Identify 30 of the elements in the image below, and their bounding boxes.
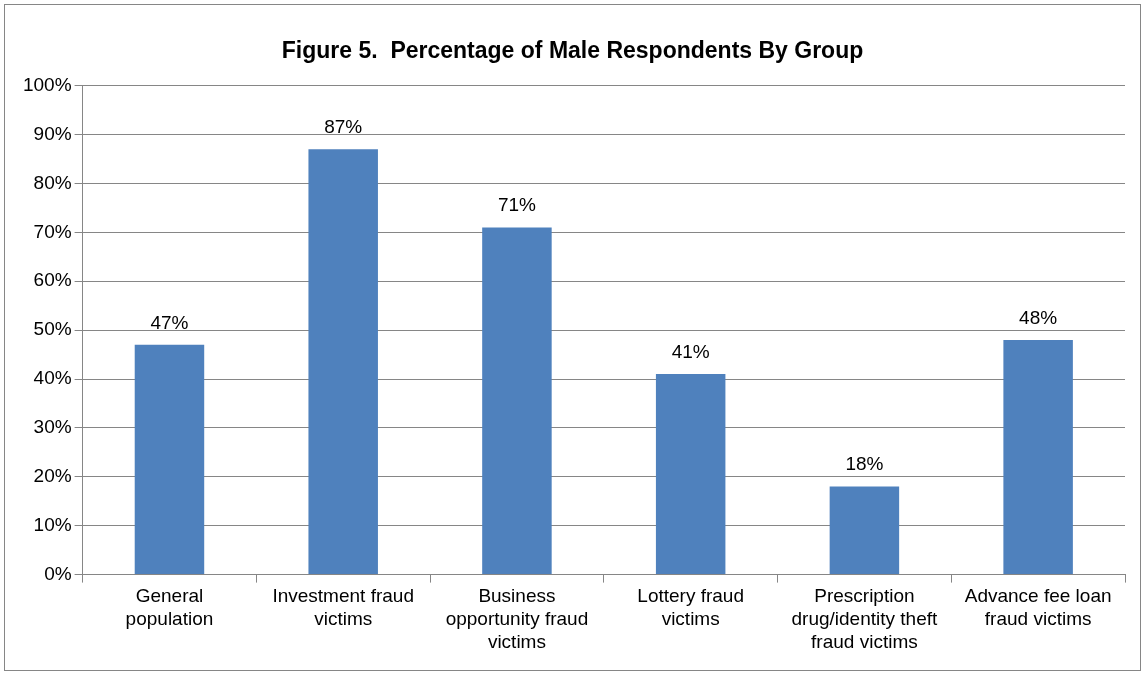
data-label: 71% — [497, 194, 537, 216]
y-tick-label: 80% — [33, 171, 72, 193]
data-label: 47% — [150, 311, 189, 333]
data-label: 87% — [324, 115, 363, 137]
y-tick-label: 10% — [33, 513, 72, 535]
y-tick-label: 100% — [22, 73, 72, 95]
data-label: 41% — [671, 340, 710, 362]
y-tick-label: 50% — [33, 318, 72, 340]
x-tick-label: Investment fraud victims — [272, 585, 414, 630]
data-label: 18% — [845, 453, 884, 475]
y-tick-label: 0% — [44, 562, 72, 584]
chart-title: Figure 5. Percentage of Male Respondents By Group — [281, 37, 864, 64]
x-tick-label: Prescription drug/identity theft fraud victims — [791, 585, 938, 652]
data-label: 48% — [1019, 306, 1058, 328]
x-tick-label: Lottery fraud victims — [637, 585, 744, 630]
y-tick-label: 70% — [33, 220, 72, 242]
x-tick-label: Advance fee loan fraud victims — [964, 585, 1112, 630]
y-tick-label: 40% — [33, 367, 72, 389]
x-tick-label: General population — [125, 585, 214, 630]
bar — [1003, 339, 1073, 575]
y-tick-label: 90% — [33, 122, 72, 144]
y-tick-label: 30% — [33, 416, 72, 438]
bar — [134, 344, 205, 575]
bar — [308, 149, 378, 575]
bar — [482, 227, 552, 575]
bar — [829, 486, 900, 575]
y-tick-label: 60% — [33, 269, 72, 291]
bar — [655, 374, 726, 575]
x-tick-label: Business opportunity fraud victims — [445, 585, 589, 652]
y-tick-label: 20% — [33, 465, 72, 487]
